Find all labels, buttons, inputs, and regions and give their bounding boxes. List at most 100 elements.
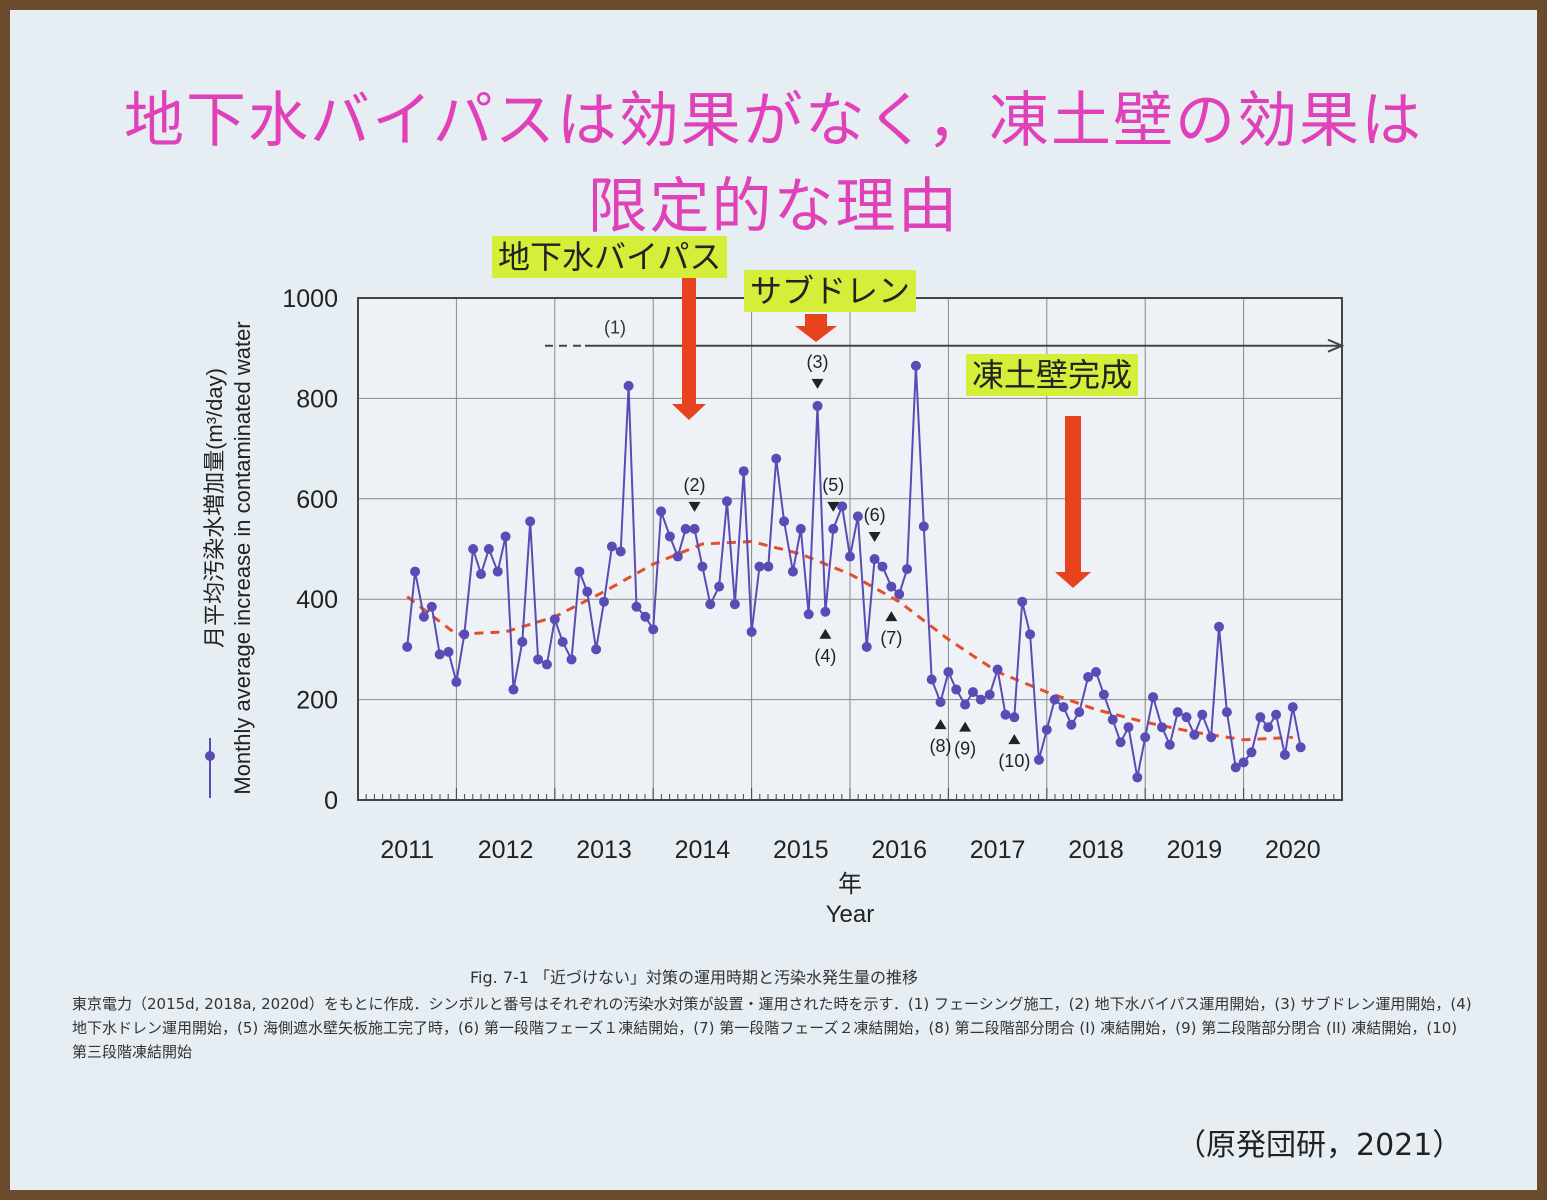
y-tick-label: 400	[296, 586, 338, 614]
legend-marker	[205, 751, 215, 761]
data-point	[1271, 709, 1282, 720]
figure-caption: 東京電力（2015d, 2018a, 2020d）をもとに作成．シンボルと番号は…	[72, 995, 1472, 1061]
y-axis-title: 月平均汚染水増加量(m³/day)	[202, 368, 227, 648]
data-point	[591, 644, 602, 655]
data-point	[500, 531, 511, 542]
data-point	[837, 501, 848, 512]
data-point	[992, 664, 1003, 675]
data-point	[852, 511, 863, 522]
data-point	[476, 569, 486, 580]
data-point	[714, 581, 725, 592]
data-point	[640, 611, 651, 622]
data-point	[803, 609, 814, 620]
data-point	[877, 561, 888, 572]
data-point	[443, 646, 454, 657]
data-point	[812, 400, 823, 411]
x-tick-label: 2014	[675, 836, 731, 864]
data-point	[1295, 742, 1306, 753]
data-point	[1025, 629, 1036, 640]
x-tick-label: 2017	[970, 836, 1026, 864]
data-point	[483, 544, 494, 554]
event-label: (6)	[864, 505, 886, 525]
event-label: (2)	[684, 475, 706, 495]
data-point	[886, 581, 897, 592]
data-point	[746, 626, 757, 637]
data-point	[1189, 729, 1200, 740]
event-triangle	[819, 628, 832, 639]
data-point	[459, 629, 470, 640]
data-point	[910, 360, 921, 371]
data-point	[869, 554, 880, 565]
data-point	[1156, 722, 1167, 733]
data-point	[451, 677, 462, 688]
data-point	[1140, 732, 1151, 743]
event-triangle	[688, 501, 701, 512]
data-point	[1279, 749, 1290, 760]
data-point	[828, 523, 839, 534]
data-point	[1221, 707, 1232, 718]
data-point	[951, 684, 962, 695]
event-label: (4)	[814, 646, 836, 666]
data-point	[689, 523, 700, 534]
data-point	[845, 551, 855, 562]
data-point	[1115, 737, 1126, 748]
y-tick-label: 1000	[282, 285, 338, 313]
x-axis-title-en: Year	[826, 901, 875, 928]
data-point	[541, 659, 552, 670]
event-label: (7)	[880, 628, 902, 648]
data-point	[902, 564, 913, 575]
slide-title-line-2: 限定的な理由	[587, 172, 960, 242]
data-point	[697, 561, 708, 572]
annotation-subdrain: サブドレン	[744, 270, 917, 312]
data-point	[738, 466, 749, 477]
data-point	[623, 380, 634, 391]
data-point	[1230, 762, 1241, 773]
x-tick-label: 2011	[380, 836, 434, 864]
data-point	[1107, 714, 1118, 725]
data-point	[656, 506, 667, 517]
event-label: (9)	[954, 739, 976, 759]
data-point	[1066, 719, 1077, 730]
x-tick-label: 2013	[576, 836, 632, 864]
data-point	[787, 566, 798, 577]
data-point	[631, 601, 642, 612]
y-tick-label: 600	[296, 486, 338, 514]
data-point	[1148, 692, 1159, 703]
data-point	[525, 516, 536, 527]
data-point	[1287, 702, 1298, 713]
data-point	[975, 694, 986, 705]
data-point	[935, 697, 946, 708]
facing-arrowhead	[1327, 338, 1345, 353]
data-point	[1009, 712, 1020, 723]
y-tick-label: 800	[296, 385, 338, 413]
data-point	[615, 546, 626, 557]
x-tick-label: 2012	[478, 836, 534, 864]
x-tick-label: 2019	[1167, 836, 1223, 864]
data-point	[582, 586, 593, 597]
data-point	[517, 636, 528, 647]
data-point	[861, 641, 872, 652]
data-point	[508, 684, 519, 695]
data-point	[894, 589, 905, 600]
data-point	[468, 544, 479, 554]
event-label: (10)	[998, 751, 1030, 771]
x-tick-label: 2015	[773, 836, 829, 864]
subdrain-arrow	[795, 314, 837, 342]
data-point	[1238, 757, 1249, 768]
data-point	[926, 674, 937, 685]
data-point	[1197, 709, 1208, 720]
data-point	[1214, 621, 1224, 632]
data-point	[566, 654, 577, 665]
data-point	[1074, 707, 1085, 718]
event-label: (8)	[930, 736, 952, 756]
data-point	[549, 614, 560, 625]
data-point	[1206, 732, 1217, 743]
event-label: (3)	[807, 352, 829, 372]
data-point	[729, 599, 740, 610]
event-triangle	[934, 719, 947, 730]
data-point	[1041, 724, 1052, 735]
event-triangle	[868, 532, 881, 543]
data-point	[648, 624, 659, 635]
data-point	[795, 523, 806, 534]
event-triangle	[1008, 734, 1021, 745]
